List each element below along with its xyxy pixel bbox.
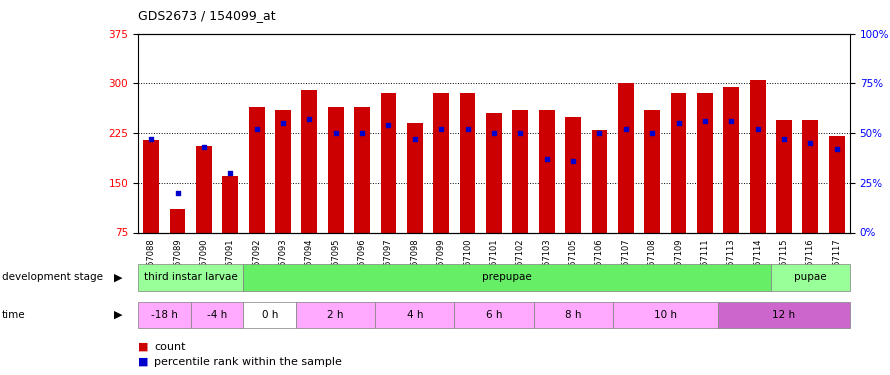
Point	[698, 118, 712, 124]
Bar	[538, 110, 554, 232]
Point	[645, 130, 659, 136]
Text: ■: ■	[138, 357, 149, 367]
Bar	[459, 93, 475, 232]
Bar	[196, 146, 212, 232]
Point	[671, 120, 685, 126]
Point	[539, 156, 554, 162]
Bar	[718, 302, 850, 328]
Point	[804, 140, 818, 146]
Point	[170, 190, 184, 196]
Point	[514, 130, 528, 136]
Bar	[618, 84, 634, 232]
Bar	[724, 87, 740, 232]
Bar	[486, 113, 502, 232]
Bar	[803, 120, 818, 232]
Point	[328, 130, 343, 136]
Text: 8 h: 8 h	[565, 310, 581, 320]
Point	[434, 126, 449, 132]
Bar	[190, 302, 244, 328]
Bar	[776, 120, 792, 232]
Text: 0 h: 0 h	[262, 310, 278, 320]
Text: ▶: ▶	[114, 273, 123, 282]
Text: pupae: pupae	[794, 273, 827, 282]
Point	[460, 126, 474, 132]
Point	[249, 126, 263, 132]
Bar	[533, 302, 612, 328]
Point	[566, 158, 580, 164]
Point	[276, 120, 290, 126]
Point	[144, 136, 158, 142]
Text: 6 h: 6 h	[486, 310, 502, 320]
Point	[355, 130, 369, 136]
Point	[829, 146, 844, 152]
Text: time: time	[2, 310, 26, 320]
Bar	[433, 93, 449, 232]
Text: GDS2673 / 154099_at: GDS2673 / 154099_at	[138, 9, 276, 22]
Point	[197, 144, 211, 150]
Bar	[275, 110, 291, 232]
Text: prepupae: prepupae	[482, 273, 532, 282]
Point	[303, 116, 317, 122]
Bar	[697, 93, 713, 232]
Point	[619, 126, 633, 132]
Bar	[302, 90, 317, 232]
Bar	[328, 106, 344, 232]
Text: 2 h: 2 h	[328, 310, 344, 320]
Bar	[244, 302, 296, 328]
Text: -18 h: -18 h	[151, 310, 178, 320]
Point	[381, 122, 395, 128]
Bar	[381, 93, 396, 232]
Point	[593, 130, 607, 136]
Bar	[407, 123, 423, 232]
Bar	[222, 176, 239, 232]
Bar	[138, 302, 190, 328]
Bar	[455, 302, 533, 328]
Point	[777, 136, 791, 142]
Text: third instar larvae: third instar larvae	[144, 273, 238, 282]
Point	[724, 118, 739, 124]
Text: ▶: ▶	[114, 310, 123, 320]
Bar	[592, 130, 607, 232]
Bar	[170, 209, 185, 232]
Text: 4 h: 4 h	[407, 310, 423, 320]
Bar	[138, 264, 244, 291]
Text: 12 h: 12 h	[773, 310, 796, 320]
Bar	[671, 93, 686, 232]
Text: 10 h: 10 h	[654, 310, 677, 320]
Bar	[749, 80, 765, 232]
Bar	[376, 302, 455, 328]
Bar	[248, 106, 264, 232]
Text: development stage: development stage	[2, 273, 102, 282]
Bar	[354, 106, 370, 232]
Bar	[244, 264, 771, 291]
Bar	[771, 264, 850, 291]
Text: percentile rank within the sample: percentile rank within the sample	[154, 357, 342, 367]
Bar	[296, 302, 376, 328]
Text: -4 h: -4 h	[207, 310, 227, 320]
Point	[223, 170, 238, 176]
Text: ■: ■	[138, 342, 149, 352]
Bar	[565, 117, 581, 232]
Bar	[644, 110, 660, 232]
Bar	[513, 110, 529, 232]
Bar	[829, 136, 845, 232]
Point	[487, 130, 501, 136]
Text: count: count	[154, 342, 185, 352]
Bar	[143, 140, 159, 232]
Point	[408, 136, 422, 142]
Point	[750, 126, 765, 132]
Bar	[612, 302, 718, 328]
